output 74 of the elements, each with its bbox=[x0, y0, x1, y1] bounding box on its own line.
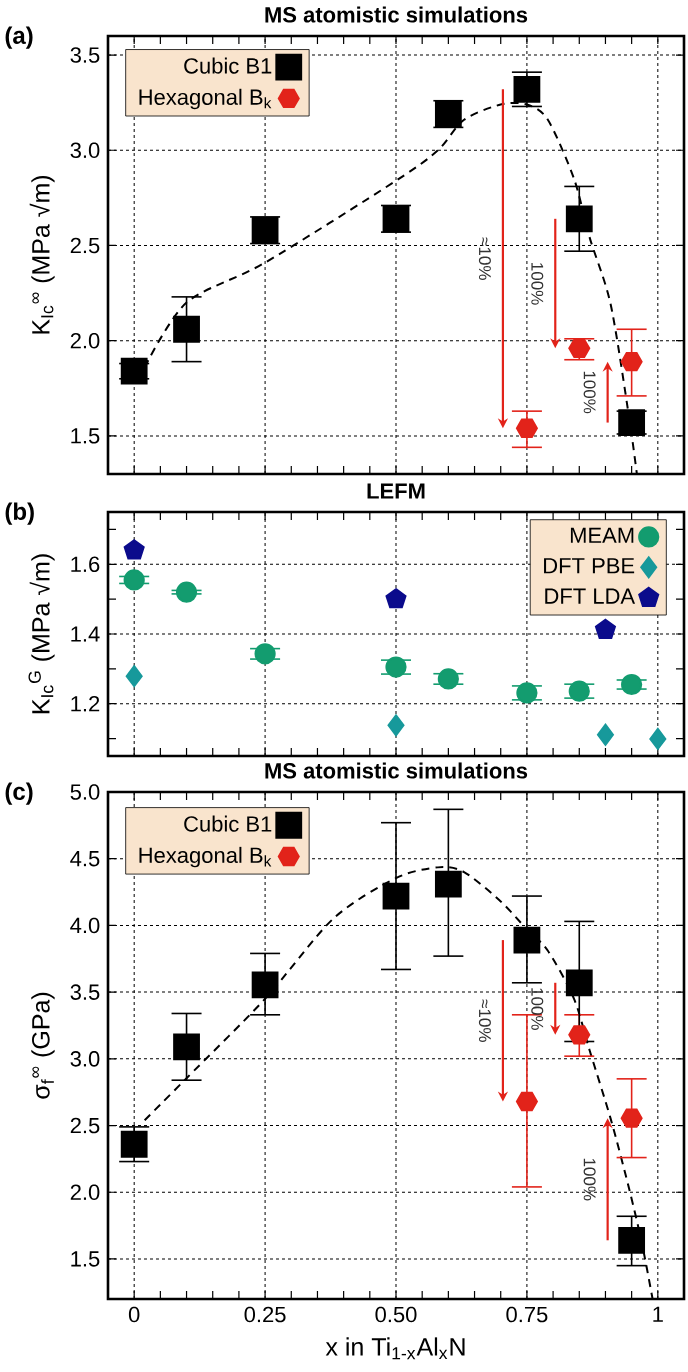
legend-label: Hexagonal B$_{k}$ bbox=[139, 846, 272, 868]
legend-label: DFT PBE bbox=[544, 558, 635, 574]
chart-title: MS atomistic simulations bbox=[265, 6, 528, 23]
point bbox=[515, 1091, 538, 1112]
y-tick-label: 2.0 bbox=[70, 332, 100, 349]
annotation: ≈10% bbox=[478, 999, 491, 1042]
y-tick-label: 4.5 bbox=[70, 851, 100, 867]
y-tick-label: 1.4 bbox=[71, 626, 100, 642]
chart-title: LEFM bbox=[367, 483, 425, 499]
point bbox=[251, 971, 279, 999]
point bbox=[254, 643, 276, 665]
text: (b) bbox=[5, 502, 34, 525]
y-tick-label: 2.5 bbox=[70, 1117, 100, 1134]
x-tick-label: 0 bbox=[128, 1306, 140, 1323]
point bbox=[515, 418, 538, 438]
legend-label: Cubic B1 bbox=[184, 57, 272, 74]
y-tick-label: 3.0 bbox=[70, 142, 100, 159]
point bbox=[434, 870, 462, 898]
annotation: ≈10% bbox=[478, 237, 491, 280]
x-axis-title: x in Ti$_{1-x}$Al$_{x}$N bbox=[325, 1337, 465, 1360]
point bbox=[568, 338, 591, 358]
point bbox=[123, 569, 145, 591]
point bbox=[173, 1033, 200, 1061]
point bbox=[437, 668, 459, 690]
point bbox=[565, 969, 593, 997]
annotation: 100% bbox=[531, 988, 544, 1030]
y-axis-title: σ$_{f}$$^{∞}$ (GPa) bbox=[31, 992, 55, 1099]
y-tick-label: 1.5 bbox=[71, 1251, 100, 1267]
point bbox=[621, 673, 643, 696]
point bbox=[594, 618, 616, 639]
text: (c) bbox=[5, 782, 33, 805]
x-tick-label: 0.50 bbox=[375, 1306, 417, 1323]
chart-title: MS atomistic simulations bbox=[265, 762, 528, 779]
legend-label: Cubic B1 bbox=[184, 815, 272, 832]
y-tick-label: 2.0 bbox=[70, 1184, 100, 1201]
point bbox=[385, 656, 407, 678]
point bbox=[568, 1025, 591, 1045]
annotation: 100% bbox=[531, 263, 544, 305]
point bbox=[123, 539, 145, 560]
y-tick-label: 3.0 bbox=[70, 1051, 100, 1067]
x-tick-label: 0.25 bbox=[244, 1306, 286, 1323]
x-tick-label: 0.75 bbox=[506, 1306, 548, 1323]
y-tick-label: 1.6 bbox=[71, 556, 100, 573]
y-tick-label: 3.5 bbox=[70, 984, 100, 1000]
x-tick-label: 1 bbox=[653, 1306, 663, 1322]
point bbox=[120, 357, 148, 385]
point bbox=[385, 588, 407, 609]
point bbox=[387, 714, 405, 737]
legend-label: MEAM bbox=[570, 527, 634, 543]
y-tick-label: 1.5 bbox=[71, 428, 100, 444]
point bbox=[618, 1226, 646, 1254]
point bbox=[513, 926, 541, 954]
point bbox=[125, 665, 143, 688]
annotation: 100% bbox=[583, 1158, 596, 1201]
text: (a) bbox=[5, 26, 33, 49]
y-axis-title: K$_{Ic}$$^{∞}$ (MPa √m) bbox=[29, 175, 55, 334]
point bbox=[596, 723, 614, 746]
point bbox=[565, 205, 593, 233]
point bbox=[175, 581, 198, 603]
point bbox=[382, 882, 410, 910]
annotation: 100% bbox=[583, 371, 596, 414]
point bbox=[568, 680, 590, 702]
y-tick-label: 3.5 bbox=[70, 47, 100, 63]
point bbox=[516, 682, 538, 704]
y-tick-label: 2.5 bbox=[70, 237, 100, 254]
point bbox=[173, 315, 200, 343]
legend-label: DFT LDA bbox=[545, 588, 636, 604]
point bbox=[620, 351, 643, 372]
y-axis-title: K$_{Ic}$$^{G}$ (MPa √m) bbox=[28, 554, 55, 714]
y-tick-label: 1.2 bbox=[71, 696, 100, 712]
point bbox=[620, 1108, 643, 1128]
y-tick-label: 5.0 bbox=[70, 784, 100, 800]
y-tick-label: 4.0 bbox=[70, 917, 100, 934]
legend-label: Hexagonal B$_{k}$ bbox=[139, 88, 272, 110]
